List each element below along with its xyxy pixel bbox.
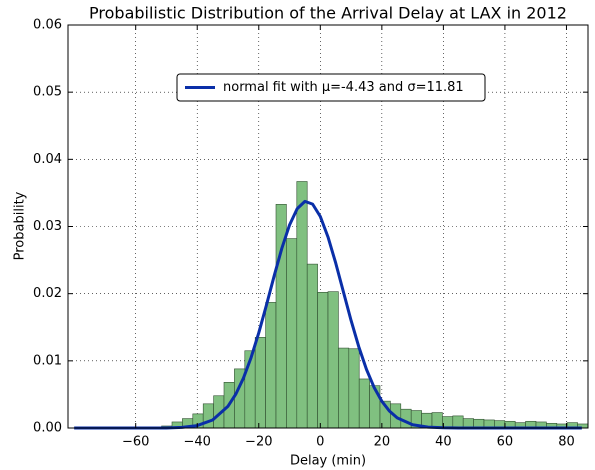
bar [327,291,339,429]
y-tick-label: 0.02 [33,286,62,301]
x-tick-label: −60 [122,435,149,450]
bar [296,181,308,429]
y-tick-label: 0.01 [33,353,62,368]
y-tick-label: 0.04 [33,152,62,167]
x-tick-label: 40 [435,435,452,450]
bar [317,292,329,429]
x-tick-label: 0 [316,435,324,450]
x-tick-label: −20 [245,435,272,450]
bar [431,412,443,429]
y-tick-label: 0.03 [33,219,62,234]
y-tick-label: 0.06 [33,18,62,33]
y-axis-label: Probability [13,191,28,260]
bar [442,416,454,429]
x-axis-label: Delay (min) [290,454,366,469]
y-tick-label: 0.00 [33,421,62,436]
x-tick-label: 60 [497,435,514,450]
x-tick-label: 80 [558,435,575,450]
bar [452,415,464,429]
bar [338,347,350,429]
bar [358,378,370,429]
y-tick-label: 0.05 [33,85,62,100]
bar [254,337,266,429]
chart-title: Probabilistic Distribution of the Arriva… [89,4,567,23]
bar [306,263,318,429]
bar [369,385,381,429]
bar [286,238,298,429]
bar [348,348,360,429]
bar [265,302,277,429]
x-tick-label: 20 [374,435,391,450]
legend-label: normal fit with μ=-4.43 and σ=11.81 [223,80,464,95]
legend-box [176,73,486,102]
x-tick-label: −40 [184,435,211,450]
